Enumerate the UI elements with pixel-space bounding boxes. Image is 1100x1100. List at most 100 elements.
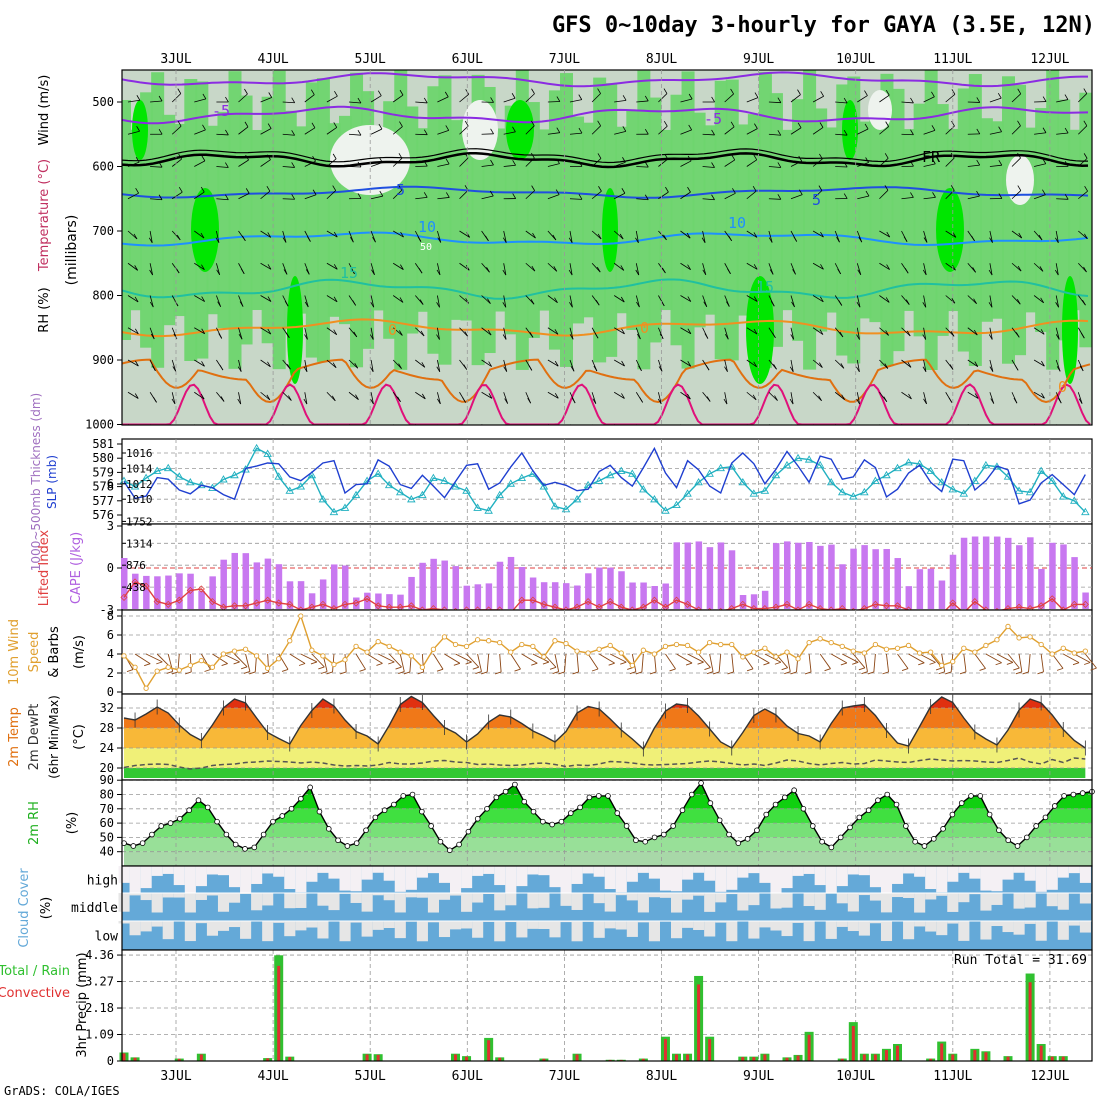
cloud-cell — [648, 921, 660, 942]
tick-label: 4.36 — [85, 948, 114, 962]
cloud-row-label: middle — [71, 901, 118, 916]
lifted-index-point — [949, 599, 957, 607]
tick-label: 1752 — [126, 515, 153, 528]
cloud-cell — [427, 866, 439, 874]
isotherm-label: 15 — [340, 264, 358, 282]
wind-speed-point — [530, 643, 536, 650]
rh-point — [381, 807, 388, 814]
cloud-cell — [792, 866, 804, 876]
wind-speed-point — [718, 641, 724, 648]
cloud-cell — [991, 921, 1003, 927]
cloud-cell — [969, 866, 981, 879]
wind-speed-point — [485, 638, 492, 644]
cloud-cell — [350, 866, 362, 892]
precip-convective-bar — [575, 1054, 579, 1061]
cape-bar — [496, 561, 504, 609]
cloud-cell — [593, 866, 605, 877]
wind-speed-point — [806, 639, 812, 646]
wind-speed-point — [452, 641, 459, 648]
credit-text: GrADS: COLA/IGES — [4, 1084, 120, 1098]
cape-bar — [596, 567, 603, 609]
lifted-index-point — [529, 596, 537, 604]
cape-bar — [397, 594, 404, 609]
cape-bar — [684, 542, 692, 609]
rh-point — [577, 804, 583, 811]
cloud-cell — [693, 866, 705, 873]
cape-axis: -3 0 3 6 1752 1314 876 438 — [100, 477, 153, 617]
rh-point — [940, 826, 946, 832]
cloud-cell — [648, 893, 660, 898]
cloud-cell — [770, 866, 782, 893]
cape-bar — [165, 575, 172, 609]
date-label-top: 12JUL — [1030, 52, 1069, 67]
cloud-cell — [483, 893, 495, 895]
precip-convective-bar — [884, 1050, 888, 1061]
wind-speed-point — [463, 643, 470, 650]
lifted-index-point — [971, 598, 979, 606]
rh-point — [419, 808, 425, 815]
slp-series — [123, 446, 1086, 505]
cloud-cell — [1079, 866, 1091, 883]
thickness-point — [661, 506, 670, 514]
cloud-cell — [847, 921, 859, 932]
wind-barb — [289, 653, 306, 664]
wind-barb — [1007, 653, 1020, 669]
cloud-cell — [925, 921, 937, 932]
isotherm-label: FR — [922, 148, 941, 166]
wind-speed-point — [242, 646, 249, 652]
thickness-point — [307, 470, 317, 479]
rh-point — [819, 838, 825, 845]
wind-barb — [200, 653, 211, 670]
wind-barb — [886, 653, 889, 672]
wind-speed-point — [386, 643, 392, 650]
cloud-cell — [372, 893, 384, 896]
cloud-cell — [450, 921, 462, 930]
cape-bar — [419, 562, 426, 609]
thickness-point — [186, 477, 195, 486]
wind-speed-point — [320, 653, 326, 659]
cloud-cell — [858, 893, 870, 896]
cloud-row-label: high — [87, 874, 118, 889]
thickness-point — [815, 460, 825, 469]
cloud-cell — [571, 893, 583, 910]
thickness-point — [230, 470, 239, 479]
cloud-cell — [217, 893, 230, 912]
rh-point — [614, 810, 621, 816]
cloud-cell — [704, 893, 716, 912]
cloud-cell — [803, 866, 815, 874]
wind-speed-point — [474, 637, 481, 643]
wind-speed-point — [651, 651, 658, 657]
wind-barb — [521, 653, 538, 664]
rh-point — [661, 831, 667, 838]
rh-point — [847, 824, 853, 831]
cape-bar — [342, 565, 349, 609]
precip-convective-bar — [376, 1054, 380, 1061]
pressure-tick: 700 — [92, 224, 114, 238]
rh-point — [707, 800, 714, 806]
cloud-cell — [980, 893, 992, 911]
cloud-cell — [1013, 866, 1025, 873]
cloud-cell — [129, 921, 141, 936]
lifted-index-point — [584, 598, 592, 606]
cloud-cell — [527, 866, 539, 875]
wind-barb — [919, 653, 936, 663]
cloud-cell — [427, 893, 439, 913]
rh-point — [400, 793, 407, 799]
isotherm-label: 15 — [756, 278, 774, 296]
wind-barb — [1063, 653, 1080, 664]
cloud-cell — [339, 921, 351, 942]
wind-speed-point — [905, 642, 912, 649]
rh-point — [493, 794, 500, 801]
rh-point — [232, 841, 239, 848]
cape-bar — [706, 547, 714, 609]
precip-convective-bar — [940, 1043, 944, 1061]
thickness-point — [837, 487, 847, 496]
wind-barb — [532, 653, 550, 663]
wind-speed-point — [552, 638, 558, 644]
cloud-cell — [472, 921, 484, 938]
rh-point — [893, 801, 900, 808]
cape-bar — [949, 554, 957, 609]
cloud-cell — [1035, 866, 1047, 892]
rh-point — [772, 801, 779, 808]
